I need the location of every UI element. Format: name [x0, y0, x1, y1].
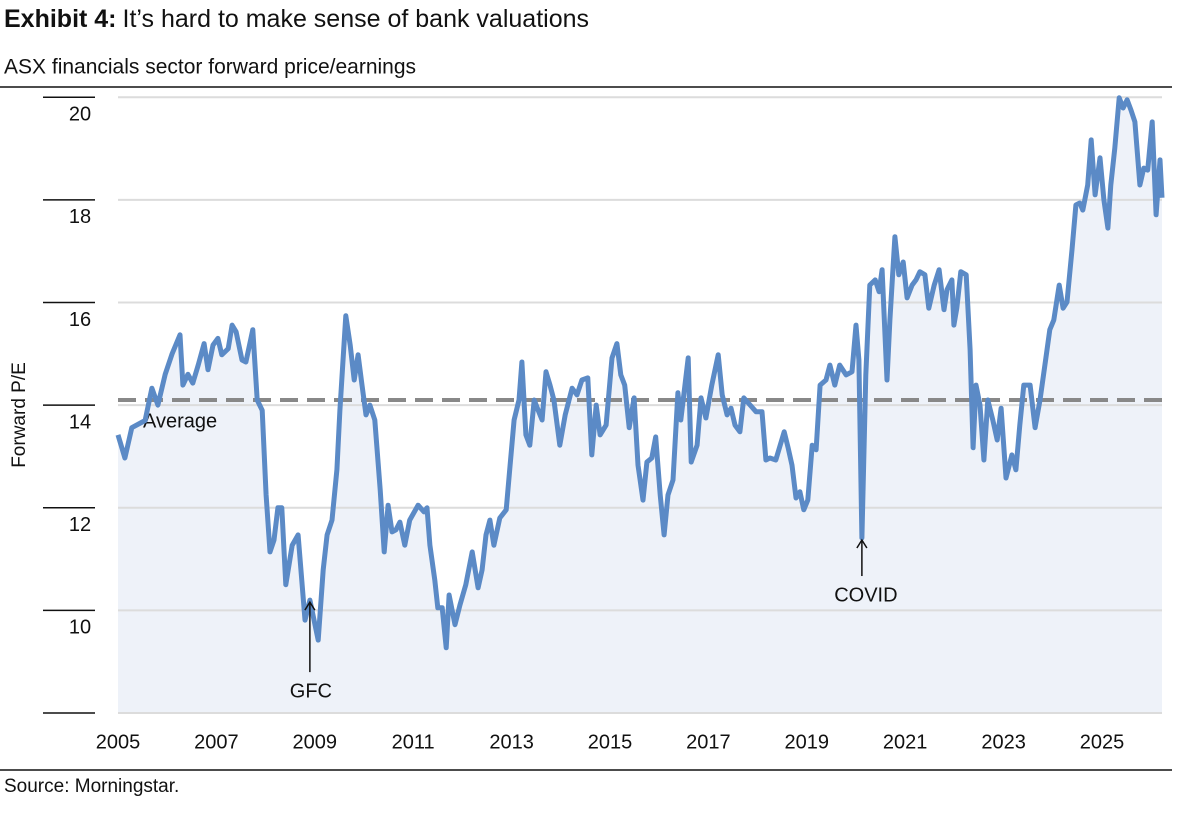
source: Source: Morningstar.	[4, 776, 179, 797]
chart-title: Exhibit 4: It’s hard to make sense of ban…	[4, 5, 589, 33]
x-tick-label: 2015	[588, 731, 633, 753]
x-tick-label: 2007	[194, 731, 239, 753]
y-tick-label: 18	[69, 206, 91, 228]
area	[118, 97, 1162, 714]
title-lead: Exhibit 4:	[4, 5, 117, 33]
y-tick-label: 20	[69, 104, 91, 126]
line	[115, 95, 1165, 651]
annotation-label: COVID	[834, 584, 897, 606]
title-text: It’s hard to make sense of bank valuatio…	[123, 5, 589, 33]
x-tick-label: 2019	[785, 731, 830, 753]
y-tick-label: 14	[69, 411, 91, 433]
annotation-label: GFC	[290, 680, 332, 702]
annotation-arrowhead	[304, 600, 316, 611]
y-tick-label: 16	[69, 309, 91, 331]
x-tick-label: 2005	[96, 731, 141, 753]
x-tick-label: 2021	[883, 731, 928, 753]
x-tick-label: 2017	[686, 731, 731, 753]
x-tick-label: 2011	[392, 731, 435, 753]
subtitle: ASX financials sector forward price/earn…	[4, 56, 416, 79]
x-tick-label: 2023	[981, 731, 1026, 753]
x-tick-label: 2009	[293, 731, 338, 753]
x-tick-label: 2013	[489, 731, 534, 753]
annotation-arrowhead	[856, 538, 868, 549]
x-tick-label: 2025	[1080, 731, 1125, 753]
average-label: Average	[143, 410, 217, 432]
y-tick-label: 10	[69, 617, 91, 639]
y-tick-label: 12	[69, 514, 91, 536]
y-axis-label: Forward P/E	[9, 362, 30, 468]
